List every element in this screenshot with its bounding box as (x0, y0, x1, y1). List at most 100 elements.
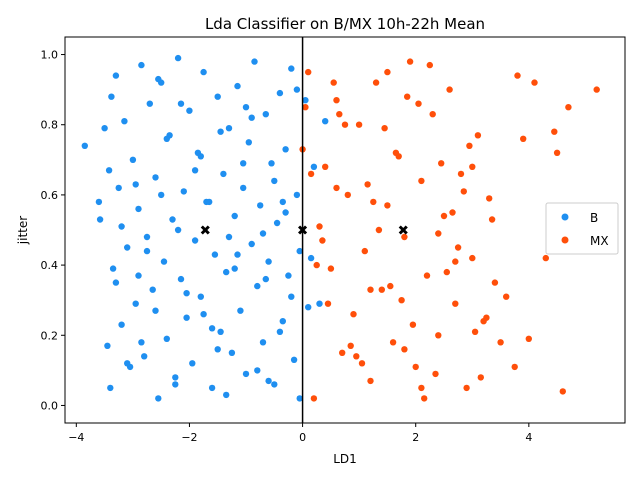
point-b (271, 381, 278, 388)
point-b (115, 184, 122, 192)
point-b (257, 202, 264, 209)
point-b (197, 153, 204, 160)
legend-marker-mx (561, 236, 569, 244)
point-b (206, 198, 213, 206)
point-b (146, 100, 153, 107)
point-b (279, 318, 286, 325)
point-mx (565, 104, 572, 111)
point-b (135, 205, 142, 213)
point-mx (353, 353, 360, 360)
point-mx (421, 395, 428, 402)
point-b (211, 251, 219, 258)
point-mx (477, 374, 484, 381)
class-mean-marker (398, 225, 408, 235)
point-mx (341, 121, 349, 128)
point-b (288, 293, 295, 300)
point-mx (401, 233, 408, 241)
x-tick-label: −2 (181, 431, 197, 444)
point-mx (418, 177, 425, 185)
point-b (118, 223, 125, 230)
class-mean-markers (200, 225, 408, 235)
point-b (273, 219, 281, 227)
point-mx (497, 339, 504, 346)
point-b (293, 191, 301, 199)
point-b (109, 265, 117, 272)
point-mx (344, 191, 351, 199)
y-axis-label: jitter (16, 216, 30, 245)
point-b (141, 353, 148, 360)
point-b (305, 304, 312, 311)
point-b (191, 237, 199, 244)
x-axis-label: LD1 (333, 452, 357, 466)
point-b (108, 93, 115, 100)
point-mx (423, 272, 431, 279)
point-mx (460, 188, 467, 195)
point-mx (313, 261, 320, 269)
point-b (112, 279, 120, 286)
point-b (262, 275, 269, 283)
point-mx (474, 132, 482, 139)
point-b (282, 209, 289, 216)
point-b (234, 251, 241, 258)
point-b (169, 216, 176, 223)
class-mean-marker (298, 225, 308, 235)
point-mx (372, 79, 380, 86)
point-mx (307, 170, 315, 178)
point-mx (412, 363, 419, 371)
point-b (322, 118, 329, 125)
point-mx (454, 244, 462, 251)
point-mx (446, 86, 453, 93)
x-axis-ticks: −4 −2 0 2 4 (68, 423, 532, 444)
point-mx (333, 97, 340, 104)
point-b (172, 374, 179, 381)
chart-title: Lda Classifier on B/MX 10h-22h Mean (205, 15, 485, 33)
point-b (112, 72, 120, 79)
point-mx (514, 72, 521, 79)
point-mx (364, 181, 371, 188)
point-mx (384, 68, 391, 76)
point-b (189, 360, 196, 367)
point-b (223, 268, 230, 276)
point-mx (429, 111, 436, 118)
point-mx (358, 360, 366, 367)
class-mean-marker (200, 225, 210, 235)
point-mx (435, 332, 442, 339)
point-b (240, 160, 247, 167)
point-mx (384, 202, 391, 209)
point-mx (350, 311, 357, 318)
point-mx (491, 279, 499, 286)
point-mx (449, 209, 456, 216)
point-mx (327, 265, 335, 272)
point-b (149, 286, 156, 293)
y-tick-label: 0.6 (41, 189, 59, 202)
point-b (316, 300, 323, 307)
point-mx (333, 184, 340, 192)
point-mx (339, 349, 346, 356)
point-mx (387, 282, 394, 290)
point-b (310, 163, 318, 170)
point-b (282, 146, 289, 153)
point-mx (322, 163, 329, 170)
point-b (143, 233, 151, 241)
point-b (302, 97, 309, 104)
point-mx (319, 237, 326, 244)
point-b (152, 174, 159, 181)
point-mx (370, 198, 377, 206)
point-b (242, 370, 250, 378)
point-b (265, 258, 272, 265)
point-b (101, 125, 108, 132)
point-mx (525, 335, 532, 342)
plot-frame (64, 36, 626, 424)
point-b (217, 328, 224, 335)
point-b (138, 339, 145, 346)
point-b (177, 275, 185, 283)
point-b (220, 170, 227, 178)
point-mx (542, 254, 549, 262)
point-b (259, 230, 267, 237)
point-mx (559, 388, 566, 395)
point-mx (409, 321, 417, 328)
point-b (268, 160, 275, 167)
point-mx (367, 377, 374, 385)
point-b (132, 181, 139, 188)
